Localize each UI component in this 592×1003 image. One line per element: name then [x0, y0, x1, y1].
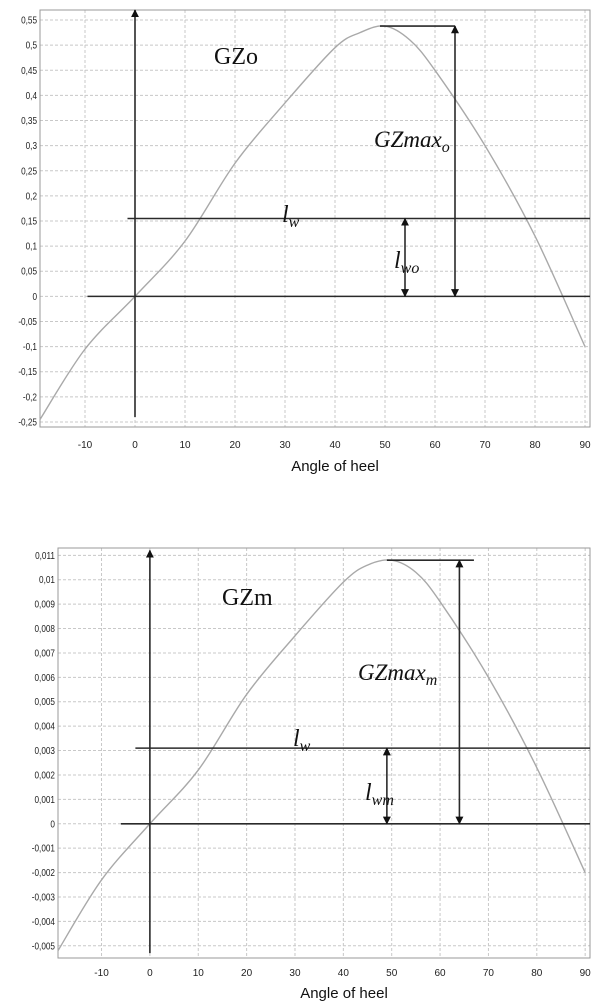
lw-label-sub: w: [289, 214, 300, 231]
y-tick-label: 0,45: [21, 65, 37, 76]
y-tick-label: -0,1: [23, 341, 37, 352]
gzmax-label-base: GZmax: [358, 660, 427, 685]
y-tick-label: 0,009: [35, 599, 55, 610]
y-tick-label: -0,002: [32, 867, 55, 878]
lwo-label-base: l: [394, 248, 401, 274]
gz-chart-model: 0,011 0,01 0,009 0,008 0,007 0,006 0,005 0,004 0…: [32, 547, 591, 1002]
curve-name-label: GZo: [214, 44, 258, 70]
x-tick-label: 40: [338, 968, 350, 979]
grid: [58, 548, 590, 958]
lw-label: lw: [293, 726, 311, 755]
x-tick-labels: -10 0 10 20 30 40 50 60 70 80 90: [94, 968, 591, 979]
plot-frame: [57, 547, 591, 959]
y-tick-label: 0,003: [35, 745, 55, 756]
x-tick-label: 50: [386, 968, 398, 979]
y-tick-label: -0,005: [32, 941, 55, 952]
y-tick-label: 0,008: [35, 623, 55, 634]
gz-curve: [39, 25, 586, 420]
x-axis-label: Angle of heel: [300, 985, 388, 1002]
lwm-label-sub: wm: [372, 792, 394, 809]
y-tick-label: 0,004: [35, 721, 55, 732]
x-tick-label: 0: [147, 968, 153, 979]
x-tick-label: 30: [289, 968, 301, 979]
y-tick-label: 0,001: [35, 794, 55, 805]
x-tick-label: 20: [229, 440, 241, 451]
lw-label-sub: w: [300, 738, 311, 755]
y-tick-label: -0,25: [18, 417, 37, 428]
y-tick-label: 0: [32, 291, 37, 302]
x-tick-label: 10: [179, 440, 191, 451]
y-tick-label: 0,006: [35, 672, 55, 683]
x-tick-label: 10: [193, 968, 205, 979]
x-tick-labels: -10 0 10 20 30 40 50 60 70 80 90: [78, 440, 591, 451]
gz-chart-original: 0,55 0,5 0,45 0,4 0,35 0,3 0,25 0,2 0,15 0,1 0,05 0…: [18, 9, 591, 475]
y-tick-label: -0,05: [18, 316, 37, 327]
y-tick-label: -0,001: [32, 843, 55, 854]
gzmax-label: GZmaxo: [374, 127, 450, 156]
y-tick-label: 0,007: [35, 648, 55, 659]
y-tick-label: 0,15: [21, 216, 37, 227]
y-tick-labels: 0,55 0,5 0,45 0,4 0,35 0,3 0,25 0,2 0,15 0,1 0,05 0…: [18, 15, 37, 428]
y-tick-label: 0,3: [26, 140, 37, 151]
gz-curve: [57, 559, 586, 952]
x-tick-label: 60: [435, 968, 447, 979]
lwo-label-sub: wo: [401, 260, 420, 277]
gzmax-label-base: GZmax: [374, 127, 443, 152]
curve-name-label: GZm: [222, 585, 273, 611]
x-tick-label: -10: [94, 968, 109, 979]
x-tick-label: 60: [429, 440, 441, 451]
x-tick-label: 70: [483, 968, 495, 979]
y-tick-label: 0,4: [26, 90, 37, 101]
x-tick-label: 40: [329, 440, 341, 451]
x-tick-label: 50: [379, 440, 391, 451]
y-tick-label: 0,55: [21, 15, 37, 26]
y-tick-label: 0: [50, 819, 55, 830]
y-tick-label: -0,003: [32, 892, 55, 903]
y-tick-label: 0,002: [35, 770, 55, 781]
x-tick-label: 80: [531, 968, 543, 979]
y-tick-label: 0,2: [26, 191, 37, 202]
x-tick-label: 30: [279, 440, 291, 451]
grid: [40, 10, 590, 427]
y-tick-label: 0,35: [21, 115, 37, 126]
x-tick-label: 80: [529, 440, 541, 451]
lwm-label-base: l: [365, 780, 372, 806]
x-tick-label: 70: [479, 440, 491, 451]
y-tick-label: 0,25: [21, 166, 37, 177]
x-tick-label: -10: [78, 440, 93, 451]
y-tick-label: 0,005: [35, 697, 55, 708]
x-tick-label: 0: [132, 440, 138, 451]
y-tick-label: 0,1: [26, 241, 37, 252]
y-tick-label: -0,2: [23, 392, 37, 403]
x-tick-label: 90: [579, 440, 591, 451]
y-tick-label: -0,004: [32, 916, 55, 927]
gzmax-label-sub: o: [442, 139, 450, 156]
y-tick-label: 0,01: [39, 574, 55, 585]
lw-label: lw: [282, 202, 300, 231]
x-tick-label: 90: [580, 968, 592, 979]
gzmax-label: GZmaxm: [358, 660, 437, 689]
x-tick-label: 20: [241, 968, 253, 979]
lw-label-base: l: [282, 202, 289, 228]
y-tick-labels: 0,011 0,01 0,009 0,008 0,007 0,006 0,005 0,004 0…: [32, 550, 55, 951]
y-tick-label: 0,05: [21, 266, 37, 277]
y-tick-label: 0,5: [26, 40, 37, 51]
lw-label-base: l: [293, 726, 300, 752]
gzmax-label-sub: m: [426, 672, 438, 689]
x-axis-label: Angle of heel: [291, 458, 379, 475]
lwo-label: lwo: [394, 248, 419, 277]
y-tick-label: 0,011: [35, 550, 55, 561]
y-tick-label: -0,15: [18, 366, 37, 377]
lwm-label: lwm: [365, 780, 394, 809]
